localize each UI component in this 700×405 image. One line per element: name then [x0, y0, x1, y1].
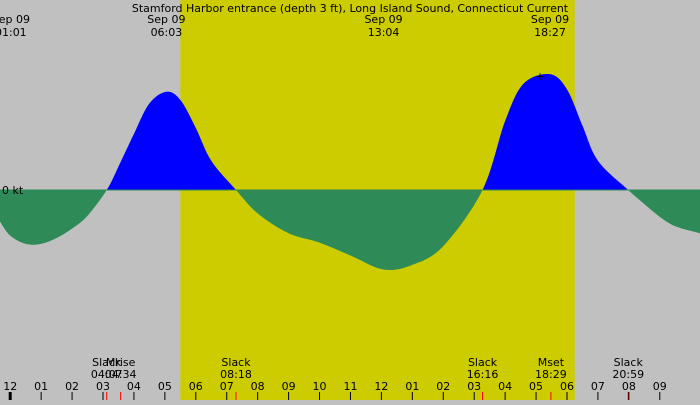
top-label-time: 13:04	[368, 26, 400, 39]
hour-tick-label: 06	[189, 380, 203, 393]
hour-tick-label: 02	[65, 380, 79, 393]
hour-tick-label: 08	[251, 380, 265, 393]
event-name: Mrise	[106, 356, 136, 369]
hour-tick-label: 12	[374, 380, 388, 393]
top-label-date: Sep 09	[147, 13, 185, 26]
hour-tick-label: 07	[220, 380, 234, 393]
hour-tick-label: 09	[653, 380, 667, 393]
flood-current-area	[0, 73, 700, 190]
event-name: Slack	[614, 356, 644, 369]
event-time: 20:59	[612, 368, 644, 381]
top-label-date: Sep 09	[364, 13, 402, 26]
ebb-current-area	[0, 190, 700, 271]
top-label-date: Sep 09	[531, 13, 569, 26]
event-time: 04:34	[105, 368, 137, 381]
hour-tick-label: 02	[436, 380, 450, 393]
hour-tick-label: 05	[529, 380, 543, 393]
hour-tick-label: 01	[405, 380, 419, 393]
peak-marker: +	[535, 70, 544, 83]
hour-tick-label: 04	[498, 380, 512, 393]
hour-tick-label: 08	[622, 380, 636, 393]
hour-tick-label: 10	[313, 380, 327, 393]
event-labels: Slack04:07Mrise04:34Slack08:18Slack16:16…	[91, 356, 644, 400]
event-name: Slack	[468, 356, 498, 369]
event-time: 08:18	[220, 368, 252, 381]
hour-tick-label: 11	[343, 380, 357, 393]
hour-tick-label: 05	[158, 380, 172, 393]
event-name: Mset	[538, 356, 565, 369]
top-label-time: 18:27	[534, 26, 566, 39]
hour-tick-label: 01	[34, 380, 48, 393]
event-time: 16:16	[467, 368, 499, 381]
chart-title: Stamford Harbor entrance (depth 3 ft), L…	[132, 2, 569, 15]
event-time: 04:07	[91, 368, 123, 381]
top-label-time: 01:01	[0, 26, 27, 39]
hour-tick-label: 04	[127, 380, 141, 393]
event-name: Slack	[92, 356, 122, 369]
hour-tick-label: 09	[282, 380, 296, 393]
hour-tick-label: 12	[3, 380, 17, 393]
zero-kt-label: 0 kt	[2, 184, 24, 197]
top-label-date: Sep 09	[0, 13, 30, 26]
event-name: Slack	[221, 356, 251, 369]
hour-tick-label: 03	[467, 380, 481, 393]
top-label-time: 06:03	[151, 26, 183, 39]
hour-tick-label: 03	[96, 380, 110, 393]
hour-tick-label: 06	[560, 380, 574, 393]
event-time: 18:29	[535, 368, 567, 381]
hour-tick-label: 07	[591, 380, 605, 393]
hour-axis: 1112010203040506070809101112010203040506…	[3, 380, 667, 400]
